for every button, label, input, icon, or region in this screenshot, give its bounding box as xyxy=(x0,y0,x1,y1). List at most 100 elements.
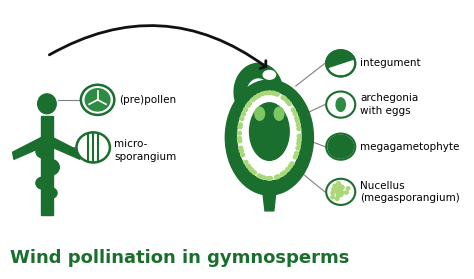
Circle shape xyxy=(338,190,342,194)
Circle shape xyxy=(264,154,268,158)
Circle shape xyxy=(296,123,301,127)
Ellipse shape xyxy=(336,98,346,111)
Circle shape xyxy=(260,92,264,96)
Circle shape xyxy=(280,172,284,176)
Circle shape xyxy=(237,131,241,135)
Circle shape xyxy=(295,116,299,120)
Circle shape xyxy=(328,135,354,158)
Circle shape xyxy=(256,94,260,97)
Text: (pre)pollen: (pre)pollen xyxy=(118,95,176,105)
Circle shape xyxy=(265,155,269,158)
Circle shape xyxy=(297,142,301,145)
Circle shape xyxy=(337,182,340,185)
Circle shape xyxy=(248,167,253,170)
Circle shape xyxy=(262,119,266,122)
Circle shape xyxy=(258,138,262,141)
Circle shape xyxy=(326,134,355,160)
Circle shape xyxy=(276,175,280,178)
Circle shape xyxy=(295,151,299,155)
Circle shape xyxy=(280,119,283,122)
Polygon shape xyxy=(263,191,276,211)
Circle shape xyxy=(276,140,279,143)
Circle shape xyxy=(260,129,263,132)
Circle shape xyxy=(240,117,244,121)
Circle shape xyxy=(338,190,342,193)
Circle shape xyxy=(238,123,242,126)
Circle shape xyxy=(271,91,275,95)
Circle shape xyxy=(290,162,294,165)
Circle shape xyxy=(340,191,344,194)
Circle shape xyxy=(269,177,273,180)
Circle shape xyxy=(42,159,59,175)
Circle shape xyxy=(254,142,257,145)
Circle shape xyxy=(257,174,261,177)
Circle shape xyxy=(261,116,264,119)
Ellipse shape xyxy=(38,94,56,114)
Circle shape xyxy=(297,134,301,138)
Circle shape xyxy=(251,98,255,102)
Circle shape xyxy=(270,122,274,126)
Polygon shape xyxy=(41,116,53,215)
Text: micro-
sporangium: micro- sporangium xyxy=(114,140,177,162)
Circle shape xyxy=(251,135,255,138)
Circle shape xyxy=(297,138,301,142)
Circle shape xyxy=(46,188,57,198)
Text: archegonia
with eggs: archegonia with eggs xyxy=(360,93,419,116)
Circle shape xyxy=(250,169,254,172)
Ellipse shape xyxy=(225,80,313,195)
Circle shape xyxy=(288,164,292,168)
Circle shape xyxy=(332,187,336,191)
Circle shape xyxy=(338,186,342,189)
Circle shape xyxy=(293,155,297,159)
Polygon shape xyxy=(256,82,303,121)
Circle shape xyxy=(254,96,257,99)
Circle shape xyxy=(81,85,114,115)
Circle shape xyxy=(237,139,242,143)
Circle shape xyxy=(264,91,268,95)
Circle shape xyxy=(278,128,282,131)
Circle shape xyxy=(278,127,282,130)
Circle shape xyxy=(275,92,279,96)
Circle shape xyxy=(326,179,355,205)
Circle shape xyxy=(262,176,266,179)
Circle shape xyxy=(286,168,290,171)
Circle shape xyxy=(345,191,348,194)
Text: Wind pollination in gymnosperms: Wind pollination in gymnosperms xyxy=(9,249,349,267)
Circle shape xyxy=(273,153,277,156)
Circle shape xyxy=(340,186,344,189)
Circle shape xyxy=(239,146,243,150)
Circle shape xyxy=(346,187,350,190)
Circle shape xyxy=(333,184,337,187)
Circle shape xyxy=(271,146,274,149)
Circle shape xyxy=(255,133,258,136)
Circle shape xyxy=(237,137,241,140)
Circle shape xyxy=(259,145,263,148)
Circle shape xyxy=(285,100,290,103)
Circle shape xyxy=(336,187,339,190)
Polygon shape xyxy=(13,138,41,159)
Circle shape xyxy=(339,185,343,188)
Circle shape xyxy=(267,91,272,95)
Circle shape xyxy=(340,186,344,189)
Circle shape xyxy=(295,119,300,122)
Circle shape xyxy=(287,102,292,105)
Circle shape xyxy=(36,145,51,158)
Circle shape xyxy=(247,102,252,105)
Circle shape xyxy=(283,171,286,174)
Circle shape xyxy=(244,108,247,111)
Circle shape xyxy=(260,146,264,149)
Ellipse shape xyxy=(255,107,264,120)
Text: Nucellus
(megasporangium): Nucellus (megasporangium) xyxy=(360,181,460,203)
Circle shape xyxy=(265,112,269,116)
Circle shape xyxy=(274,175,279,179)
Circle shape xyxy=(246,164,250,168)
Circle shape xyxy=(331,196,335,199)
Circle shape xyxy=(260,175,264,179)
Circle shape xyxy=(85,89,110,111)
Circle shape xyxy=(252,171,256,174)
Circle shape xyxy=(76,132,110,162)
Circle shape xyxy=(281,96,285,99)
Circle shape xyxy=(339,193,343,196)
Circle shape xyxy=(283,136,286,139)
Circle shape xyxy=(326,92,355,118)
